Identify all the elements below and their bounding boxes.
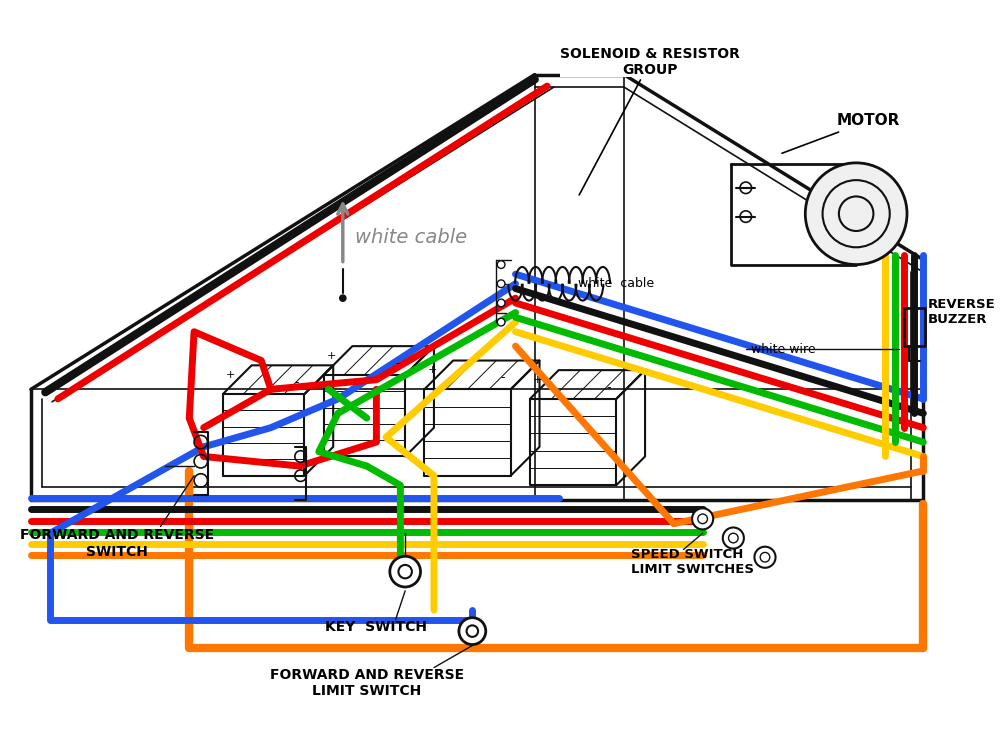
Text: white cable: white cable	[355, 228, 467, 247]
Text: REVERSE
BUZZER: REVERSE BUZZER	[928, 298, 996, 326]
Text: -: -	[606, 381, 611, 394]
Text: SOLENOID & RESISTOR
GROUP: SOLENOID & RESISTOR GROUP	[560, 47, 740, 195]
Circle shape	[459, 618, 486, 645]
Circle shape	[723, 527, 744, 548]
Circle shape	[754, 547, 776, 568]
Text: FORWARD AND REVERSE
LIMIT SWITCH: FORWARD AND REVERSE LIMIT SWITCH	[270, 668, 464, 698]
Text: +: +	[226, 370, 235, 380]
Text: FORWARD AND REVERSE
SWITCH: FORWARD AND REVERSE SWITCH	[20, 528, 214, 559]
Circle shape	[805, 163, 907, 265]
Text: +: +	[327, 351, 336, 361]
Text: -: -	[395, 357, 400, 370]
Circle shape	[497, 299, 505, 307]
Circle shape	[497, 280, 505, 288]
Text: MOTOR: MOTOR	[782, 113, 900, 153]
Text: +: +	[533, 374, 542, 385]
Circle shape	[390, 557, 421, 587]
Text: white  cable: white cable	[578, 278, 654, 290]
Text: SPEED SWITCH
LIMIT SWITCHES: SPEED SWITCH LIMIT SWITCHES	[631, 548, 754, 576]
Circle shape	[497, 319, 505, 326]
Text: -: -	[294, 376, 299, 389]
Text: -: -	[501, 372, 505, 384]
Text: KEY  SWITCH: KEY SWITCH	[325, 620, 427, 633]
Circle shape	[692, 508, 713, 530]
Text: +: +	[427, 365, 437, 375]
Text: white wire: white wire	[751, 342, 815, 356]
Circle shape	[339, 295, 347, 302]
Circle shape	[497, 261, 505, 269]
